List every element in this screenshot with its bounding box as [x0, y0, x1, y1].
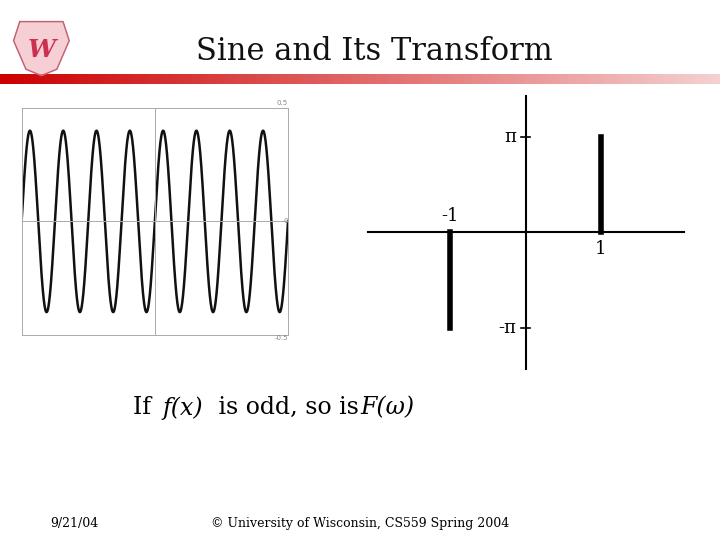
Text: 0.5: 0.5 [277, 100, 288, 106]
Polygon shape [14, 22, 69, 76]
Text: -1: -1 [441, 207, 459, 225]
Text: Sine and Its Transform: Sine and Its Transform [196, 36, 553, 67]
Text: © University of Wisconsin, CS559 Spring 2004: © University of Wisconsin, CS559 Spring … [211, 517, 509, 530]
Text: is odd, so is: is odd, so is [211, 396, 364, 419]
Text: f(x): f(x) [162, 396, 202, 420]
Text: 0: 0 [284, 218, 288, 225]
Text: If: If [133, 396, 156, 419]
Text: F(ω): F(ω) [360, 396, 414, 419]
Text: π: π [505, 128, 516, 146]
Text: 9/21/04: 9/21/04 [50, 517, 99, 530]
Text: -π: -π [499, 319, 516, 336]
Text: 1: 1 [595, 240, 607, 258]
Text: -0.5: -0.5 [274, 335, 288, 341]
Text: W: W [27, 38, 55, 62]
